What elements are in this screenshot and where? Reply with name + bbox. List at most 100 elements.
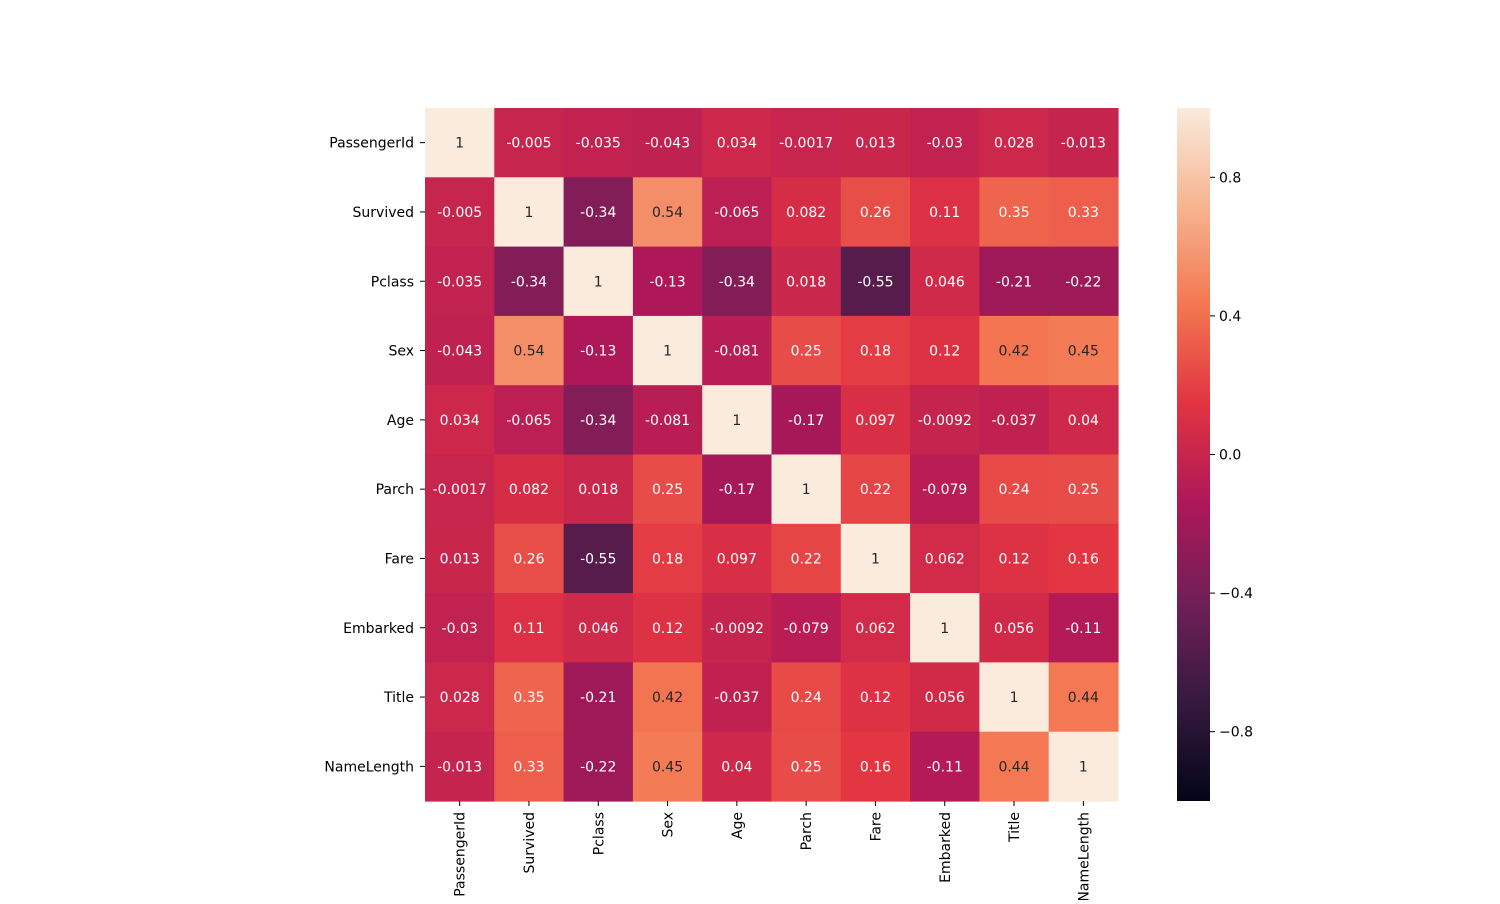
cell-value-label: 1 [663, 344, 672, 360]
heatmap-cell [840, 177, 911, 248]
heatmap-cell [910, 731, 980, 802]
cell-value-label: 0.25 [652, 482, 683, 498]
heatmap-cell [1048, 593, 1119, 663]
heatmap-cell [425, 177, 495, 248]
colorbar: 0.8 0.4 0.0 −0.4 −0.8 [1177, 108, 1253, 801]
cell-value-label: -0.21 [580, 690, 616, 706]
cell-value-label: 0.35 [998, 205, 1029, 221]
cell-value-label: 0.24 [791, 690, 822, 706]
heatmap-cell [1048, 385, 1119, 456]
heatmap-cell [840, 385, 911, 456]
cell-value-label: 0.22 [791, 551, 822, 567]
heatmap-cell [771, 454, 842, 525]
heatmap-cell [632, 523, 703, 594]
cell-value-label: 0.35 [513, 690, 544, 706]
heatmap-cell [979, 315, 1050, 386]
heatmap-cell [771, 662, 842, 733]
heatmap-cell [910, 593, 980, 663]
cell-value-label: -0.34 [580, 205, 616, 221]
cell-value-label: -0.0017 [779, 136, 833, 152]
cell-value-label: -0.22 [580, 759, 616, 775]
heatmap-cell [979, 523, 1050, 594]
x-tick-label: Title [1007, 812, 1023, 843]
heatmap-cell [979, 246, 1050, 317]
heatmap-cell [425, 662, 495, 733]
heatmap-cell [979, 662, 1050, 733]
heatmap-cell [771, 108, 842, 178]
heatmap-cell [1048, 177, 1119, 248]
heatmap-cell [840, 454, 911, 525]
heatmap-cell [632, 662, 703, 733]
cell-value-label: 0.25 [791, 759, 822, 775]
heatmap-cell [494, 731, 565, 802]
heatmap-cell [702, 662, 773, 733]
cell-value-label: -0.065 [506, 413, 551, 429]
heatmap-cell [910, 523, 980, 594]
heatmap-cells [425, 108, 1119, 802]
x-axis-tick-labels: PassengerId Survived Pclass Sex Age Parch Fare… [453, 801, 1092, 902]
heatmap-cell [702, 177, 773, 248]
heatmap-cell [840, 662, 911, 733]
cell-value-label: -0.55 [857, 274, 893, 290]
heatmap-cell [563, 731, 634, 802]
heatmap-cell [910, 315, 980, 386]
heatmap-cell [563, 454, 634, 525]
heatmap-cell [632, 177, 703, 248]
cell-value-label: -0.043 [437, 344, 482, 360]
heatmap-cell [494, 662, 565, 733]
y-tick-label: NameLength [324, 759, 414, 775]
cell-value-label: 0.16 [1068, 551, 1099, 567]
heatmap-cell [494, 246, 565, 317]
cell-value-label: 0.046 [925, 274, 965, 290]
cell-value-label: 1 [1010, 690, 1019, 706]
cell-value-label: -0.081 [645, 413, 690, 429]
heatmap-cell [563, 523, 634, 594]
cell-value-label: 1 [1079, 759, 1088, 775]
heatmap-cell [910, 385, 980, 456]
cell-value-label: -0.13 [580, 344, 616, 360]
cell-value-label: 0.45 [652, 759, 683, 775]
heatmap-cell [702, 108, 773, 178]
cell-value-label: 0.046 [578, 621, 618, 637]
cell-value-label: 0.028 [994, 136, 1034, 152]
heatmap-cell [771, 385, 842, 456]
cell-value-label: 0.44 [998, 759, 1029, 775]
cell-value-label: -0.34 [580, 413, 616, 429]
cell-value-label: 1 [594, 274, 603, 290]
heatmap-cell [1048, 523, 1119, 594]
heatmap-cell [979, 731, 1050, 802]
cell-value-label: 0.16 [860, 759, 891, 775]
heatmap-cell [563, 246, 634, 317]
cell-value-label: 0.056 [994, 621, 1034, 637]
heatmap-cell [1048, 731, 1119, 802]
y-tick-label: Survived [353, 205, 414, 221]
cell-value-label: 1 [871, 551, 880, 567]
heatmap-cell [979, 454, 1050, 525]
cell-value-label: 0.034 [717, 136, 757, 152]
cell-value-label: 0.54 [652, 205, 683, 221]
cell-value-label: -0.037 [714, 690, 759, 706]
cell-value-label: 0.45 [1068, 344, 1099, 360]
cell-value-label: 1 [940, 621, 949, 637]
heatmap-cell [910, 108, 980, 178]
cell-value-label: 0.018 [786, 274, 826, 290]
cell-value-label: -0.037 [991, 413, 1036, 429]
cell-value-label: -0.0092 [710, 621, 764, 637]
heatmap-cell [1048, 454, 1119, 525]
heatmap-cell [425, 246, 495, 317]
cell-value-label: -0.0017 [433, 482, 487, 498]
heatmap-cell [771, 523, 842, 594]
heatmap-cell [910, 177, 980, 248]
heatmap-cell [425, 454, 495, 525]
cell-value-label: 0.013 [440, 551, 480, 567]
heatmap-cell [425, 108, 495, 178]
cell-value-label: -0.079 [922, 482, 967, 498]
x-tick-label: Embarked [938, 812, 954, 883]
heatmap-cell [979, 593, 1050, 663]
heatmap-cell [702, 385, 773, 456]
cell-value-label: 0.25 [1068, 482, 1099, 498]
cell-value-label: -0.013 [437, 759, 482, 775]
cell-value-label: 0.12 [929, 344, 960, 360]
cell-value-label: 0.54 [513, 344, 544, 360]
